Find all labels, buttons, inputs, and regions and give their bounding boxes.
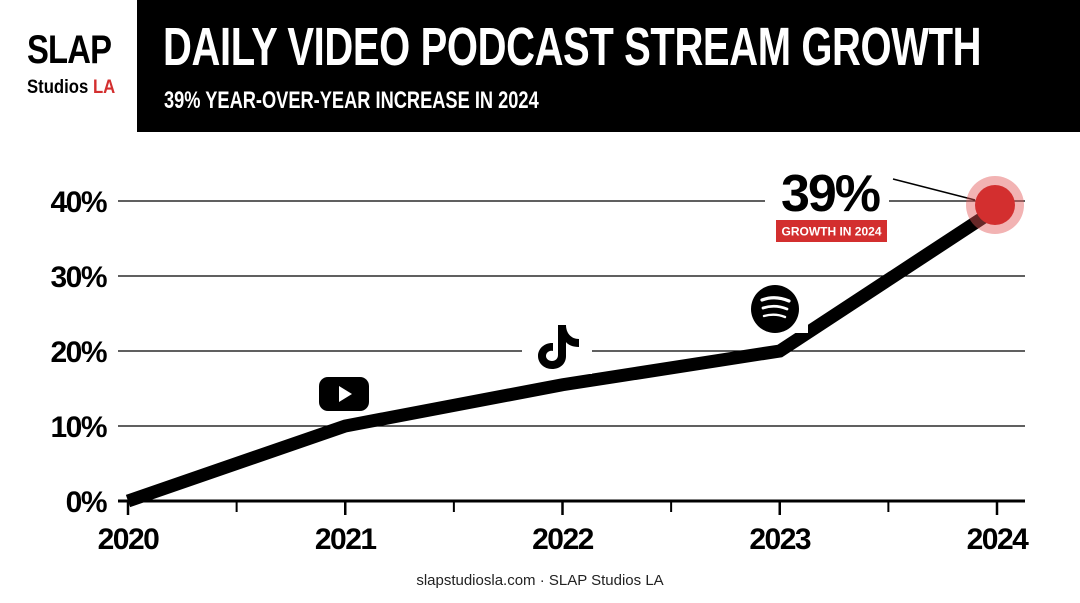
logo-subtext-accent: LA xyxy=(92,77,116,98)
spotify-icon xyxy=(742,283,808,333)
y-tick-label: 40% xyxy=(50,186,106,219)
y-tick-label: 30% xyxy=(50,261,106,294)
callout-label-badge xyxy=(776,220,887,242)
x-tick-label: 2021 xyxy=(315,523,377,556)
callout-mask xyxy=(765,158,889,214)
logo: SLAP Studios LA xyxy=(0,0,138,132)
youtube-icon xyxy=(319,377,369,411)
x-tick-label: 2024 xyxy=(967,523,1030,556)
callout-label: GROWTH IN 2024 xyxy=(781,225,881,239)
grid-lines xyxy=(118,200,1025,427)
y-tick-label: 0% xyxy=(66,486,107,519)
footer-credit: slapstudiosla.com · SLAP Studios LA xyxy=(416,572,664,589)
logo-wordmark: SLAP xyxy=(27,28,112,72)
tiktok-icon xyxy=(522,322,592,374)
y-axis-ticks: 0% 10% 20% 30% 40% xyxy=(50,186,108,519)
y-tick-label: 10% xyxy=(50,411,106,444)
callout-value: 39% xyxy=(781,165,880,223)
logo-subtext: Studios LA xyxy=(27,78,115,98)
x-tick-label: 2020 xyxy=(98,523,160,556)
page-title: DAILY VIDEO PODCAST STREAM GROWTH xyxy=(163,17,982,77)
x-tick-label: 2022 xyxy=(532,523,594,556)
x-axis-ticks xyxy=(126,501,999,515)
page-subtitle: 39% YEAR-OVER-YEAR INCREASE IN 2024 xyxy=(164,87,539,114)
callout-leader-line xyxy=(892,178,976,201)
end-marker xyxy=(975,185,1015,225)
y-tick-label: 20% xyxy=(50,336,106,369)
x-axis-labels: 2020 2021 2022 2023 2024 xyxy=(98,523,1031,556)
header-bar: SLAP Studios LA DAILY VIDEO PODCAST STRE… xyxy=(0,0,1080,132)
logo-subtext-main: Studios xyxy=(27,77,89,98)
x-tick-label: 2023 xyxy=(749,523,811,556)
